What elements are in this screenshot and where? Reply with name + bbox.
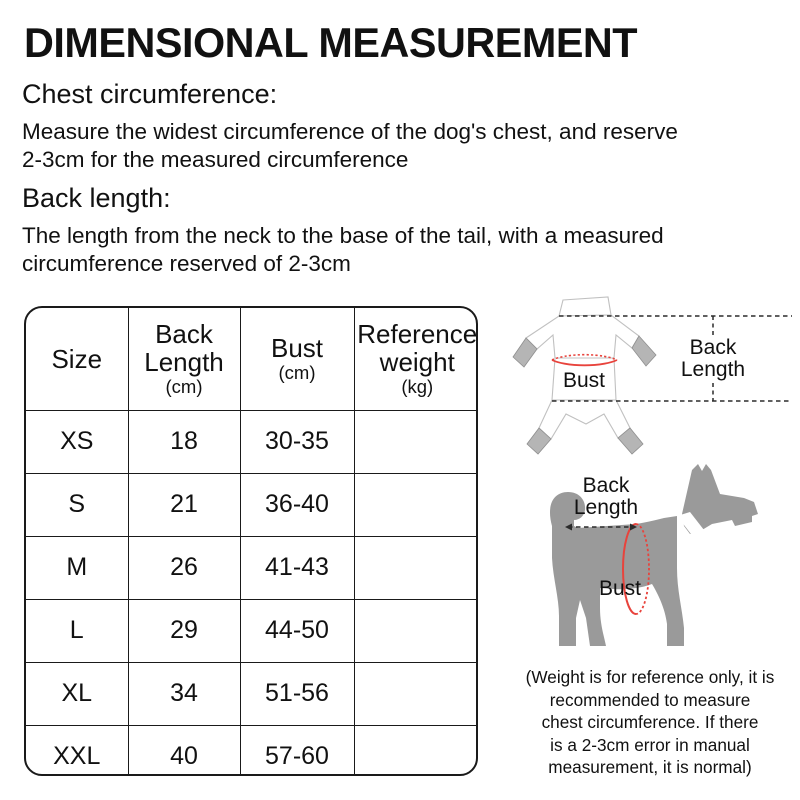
garment-back-length-label-line1: Back — [690, 336, 737, 359]
value-bust: 51-56 — [265, 679, 329, 707]
table-row: XXL 40 57-60 — [26, 725, 476, 774]
header-unit-bust: (cm) — [278, 361, 316, 383]
dog-body-icon — [549, 492, 684, 646]
table-row: S 21 36-40 — [26, 473, 476, 537]
footnote-line-1: (Weight is for reference only, it is — [525, 667, 775, 687]
cell-size: S — [26, 473, 129, 537]
cell-weight — [354, 725, 476, 774]
table-row: XL 34 51-56 — [26, 662, 476, 726]
header-label-size: Size — [51, 343, 103, 374]
garment-bust-label: Bust — [563, 369, 605, 392]
header-cell-reference-weight: Reference weight (kg) — [354, 308, 478, 411]
dog-collar-gap-icon — [677, 512, 704, 534]
header-label-bust: Bust — [270, 332, 324, 363]
dog-back-length-label-line2: Length — [574, 496, 638, 519]
cell-back-length: 40 — [128, 725, 241, 774]
back-length-guides-icon — [552, 315, 792, 402]
cell-size: L — [26, 599, 129, 663]
cell-weight — [354, 473, 476, 537]
page-title: DIMENSIONAL MEASUREMENT — [24, 19, 638, 66]
value-bust: 30-35 — [265, 427, 329, 455]
table-row: L 29 44-50 — [26, 599, 476, 663]
bust-ellipse-icon — [551, 353, 618, 367]
cell-back-length: 26 — [128, 536, 241, 600]
cell-size: XXL — [26, 725, 129, 774]
header-label-reference-weight: Reference weight — [357, 318, 478, 377]
size-table-container: Size Back Length (cm) Bust (cm) — [24, 306, 478, 776]
footnote-line-2: recommended to measure — [549, 689, 751, 710]
header-label-back-length: Back Length — [144, 318, 224, 377]
cell-back-length: 29 — [128, 599, 241, 663]
dog-diagram: Bust Back Length — [506, 448, 800, 663]
value-bust: 36-40 — [265, 490, 329, 518]
section-body-chest-circumference: Measure the widest circumference of the … — [22, 118, 782, 174]
back-line-2: circumference reserved of 2-3cm — [22, 251, 351, 276]
header-cell-bust: Bust (cm) — [240, 308, 355, 411]
cell-weight — [354, 662, 476, 726]
value-back-length: 18 — [170, 427, 198, 455]
size-table: Size Back Length (cm) Bust (cm) — [26, 308, 478, 774]
table-row: XS 18 30-35 — [26, 410, 476, 474]
cell-bust: 57-60 — [240, 725, 355, 774]
cell-size: XL — [26, 662, 129, 726]
header-cell-size: Size — [26, 308, 129, 411]
back-length-arrow-icon — [565, 523, 637, 531]
garment-back-length-label-line2: Length — [681, 358, 745, 381]
back-line-1: The length from the neck to the base of … — [22, 223, 664, 248]
cell-size: XS — [26, 410, 129, 474]
chest-line-1: Measure the widest circumference of the … — [22, 119, 678, 144]
header-unit-back-length: (cm) — [165, 375, 203, 397]
value-size: XXL — [53, 742, 101, 771]
cell-back-length: 18 — [128, 410, 241, 474]
cell-weight — [354, 536, 476, 600]
chest-line-2: 2-3cm for the measured circumference — [22, 147, 409, 172]
value-bust: 44-50 — [265, 616, 329, 644]
value-back-length: 26 — [170, 553, 198, 581]
cell-back-length: 21 — [128, 473, 241, 537]
footnote-line-4: is a 2-3cm error in manual — [550, 734, 750, 755]
footnote-line-3: chest circumference. If there — [541, 712, 759, 732]
value-back-length: 34 — [170, 679, 198, 707]
value-back-length: 21 — [170, 490, 198, 518]
value-back-length: 40 — [170, 742, 198, 771]
cell-back-length: 34 — [128, 662, 241, 726]
cell-bust: 44-50 — [240, 599, 355, 663]
dog-head-icon — [682, 464, 758, 534]
cell-bust: 30-35 — [240, 410, 355, 474]
footnote: (Weight is for reference only, it is rec… — [500, 666, 800, 779]
section-heading-back-length: Back length: — [22, 183, 171, 213]
value-size: XL — [61, 679, 93, 707]
header-cell-back-length: Back Length (cm) — [128, 308, 241, 411]
value-back-length: 29 — [170, 616, 198, 644]
cell-size: M — [26, 536, 129, 600]
cell-bust: 41-43 — [240, 536, 355, 600]
value-size: XS — [60, 427, 94, 455]
dog-back-length-label-line1: Back — [583, 474, 630, 497]
dog-bust-label: Bust — [599, 577, 641, 600]
cell-weight — [354, 410, 476, 474]
cell-bust: 51-56 — [240, 662, 355, 726]
section-body-back-length: The length from the neck to the base of … — [22, 222, 782, 278]
value-bust: 57-60 — [265, 742, 329, 771]
footnote-line-5: measurement, it is normal) — [548, 757, 752, 777]
section-heading-chest-circumference: Chest circumference: — [22, 79, 278, 109]
header-unit-reference-weight: (kg) — [401, 375, 434, 397]
table-row: M 26 41-43 — [26, 536, 476, 600]
value-size: L — [69, 616, 84, 644]
value-size: M — [66, 553, 88, 581]
value-bust: 41-43 — [265, 553, 329, 581]
garment-diagram: Bust Back Length — [506, 288, 800, 455]
garment-outline-icon — [525, 296, 640, 440]
cell-bust: 36-40 — [240, 473, 355, 537]
garment-cuff-icon — [512, 335, 657, 455]
value-size: S — [68, 490, 86, 518]
cell-weight — [354, 599, 476, 663]
table-header-row: Size Back Length (cm) Bust (cm) — [26, 308, 478, 411]
